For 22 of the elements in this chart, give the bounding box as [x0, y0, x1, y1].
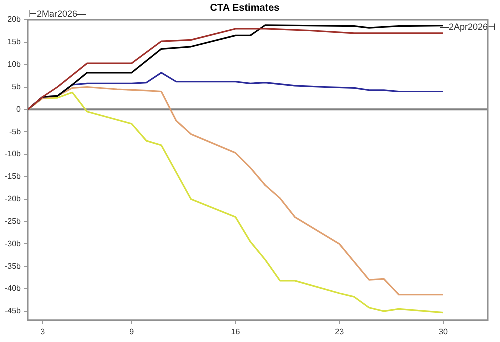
y-tick-label: -25b [4, 216, 22, 226]
y-tick-label: -30b [4, 239, 22, 248]
y-tick-label: -35b [4, 262, 22, 271]
annotation: —2Apr2026⊣ [440, 22, 496, 32]
y-tick-label: 10b [8, 60, 22, 70]
x-tick-label: 16 [231, 327, 241, 336]
chart-title: CTA Estimates [210, 2, 280, 14]
x-tick-label: 30 [439, 327, 448, 336]
y-tick-label: -45b [4, 306, 22, 316]
y-tick-label: 15b [8, 38, 22, 47]
y-tick-label: -5b [9, 127, 22, 136]
y-tick-label: -15b [4, 172, 22, 182]
y-tick-label: 0 [16, 104, 22, 114]
y-tick-label: -40b [4, 284, 22, 294]
y-tick-label: 20b [8, 15, 22, 24]
y-tick-label: -10b [4, 150, 22, 159]
text: ⊢2Mar2026— [29, 8, 87, 19]
x-tick-label: 3 [40, 327, 46, 336]
x-tick-label: 9 [130, 327, 135, 336]
y-tick-label: -20b [4, 194, 22, 204]
x-tick-label: 23 [335, 327, 345, 336]
y-tick-label: 5b [12, 82, 22, 92]
